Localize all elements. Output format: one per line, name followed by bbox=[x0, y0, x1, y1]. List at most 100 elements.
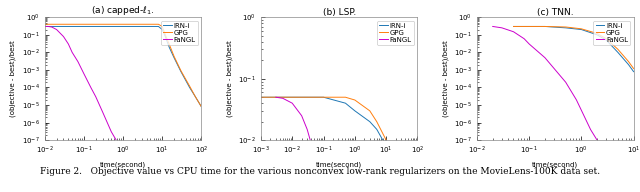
IRN-i bbox=[509, 25, 517, 28]
GPG bbox=[577, 28, 585, 30]
GPG bbox=[525, 25, 533, 28]
X-axis label: time(second): time(second) bbox=[316, 162, 362, 168]
GPG bbox=[366, 110, 374, 112]
IRN-i bbox=[351, 110, 358, 112]
GPG bbox=[625, 60, 632, 63]
FaNGL bbox=[602, 148, 610, 151]
GPG bbox=[191, 96, 199, 98]
FaNGL bbox=[126, 158, 134, 161]
FaNGL bbox=[498, 27, 506, 29]
GPG bbox=[520, 25, 528, 28]
GPG bbox=[541, 25, 548, 28]
FaNGL bbox=[541, 56, 548, 59]
GPG bbox=[48, 23, 56, 25]
Line: IRN-i: IRN-i bbox=[513, 26, 634, 72]
FaNGL bbox=[609, 156, 617, 159]
Title: (b) LSP.: (b) LSP. bbox=[323, 7, 356, 17]
FaNGL bbox=[44, 25, 52, 28]
GPG bbox=[60, 23, 67, 25]
Y-axis label: (objective - best)/best: (objective - best)/best bbox=[10, 40, 17, 117]
GPG bbox=[397, 182, 405, 184]
IRN-i bbox=[119, 25, 127, 28]
Text: Figure 2.   Objective value vs CPU time for the various nonconvex low-rank regul: Figure 2. Objective value vs CPU time fo… bbox=[40, 167, 600, 176]
Line: IRN-i: IRN-i bbox=[261, 97, 427, 192]
GPG bbox=[272, 96, 280, 98]
FaNGL bbox=[289, 102, 296, 104]
IRN-i bbox=[382, 145, 390, 147]
Y-axis label: (objective - best)/best: (objective - best)/best bbox=[442, 40, 449, 117]
IRN-i bbox=[562, 27, 570, 29]
FaNGL bbox=[310, 153, 318, 155]
Line: GPG: GPG bbox=[513, 26, 634, 69]
IRN-i bbox=[198, 106, 205, 108]
IRN-i bbox=[108, 25, 115, 28]
Y-axis label: (objective - best)/best: (objective - best)/best bbox=[227, 40, 233, 117]
FaNGL bbox=[303, 128, 311, 131]
X-axis label: time(second): time(second) bbox=[100, 162, 146, 168]
IRN-i bbox=[272, 96, 280, 98]
IRN-i bbox=[165, 46, 173, 48]
IRN-i bbox=[397, 182, 405, 184]
FaNGL bbox=[614, 161, 621, 163]
FaNGL bbox=[68, 51, 76, 54]
GPG bbox=[614, 48, 621, 50]
GPG bbox=[335, 96, 342, 98]
FaNGL bbox=[52, 28, 60, 31]
Line: FaNGL: FaNGL bbox=[276, 97, 386, 192]
IRN-i bbox=[289, 96, 296, 98]
GPG bbox=[602, 38, 610, 40]
Line: GPG: GPG bbox=[45, 24, 202, 107]
GPG bbox=[177, 70, 185, 72]
IRN-i bbox=[577, 28, 585, 31]
FaNGL bbox=[87, 86, 95, 89]
FaNGL bbox=[587, 128, 595, 131]
GPG bbox=[373, 121, 381, 123]
IRN-i bbox=[593, 34, 601, 36]
IRN-i bbox=[186, 86, 193, 89]
FaNGL bbox=[525, 43, 533, 45]
IRN-i bbox=[170, 56, 178, 59]
FaNGL bbox=[65, 43, 72, 45]
GPG bbox=[593, 32, 601, 35]
GPG bbox=[119, 23, 127, 25]
GPG bbox=[382, 139, 390, 141]
IRN-i bbox=[48, 25, 56, 28]
GPG bbox=[342, 96, 349, 98]
GPG bbox=[562, 26, 570, 28]
IRN-i bbox=[41, 25, 49, 28]
IRN-i bbox=[602, 39, 610, 41]
FaNGL bbox=[577, 109, 585, 112]
IRN-i bbox=[80, 25, 88, 28]
GPG bbox=[198, 106, 205, 108]
GPG bbox=[509, 25, 517, 28]
GPG bbox=[159, 25, 166, 28]
FaNGL bbox=[131, 164, 139, 166]
FaNGL bbox=[119, 151, 127, 154]
IRN-i bbox=[131, 25, 139, 28]
FaNGL bbox=[115, 144, 123, 147]
GPG bbox=[131, 23, 139, 25]
IRN-i bbox=[191, 96, 199, 98]
X-axis label: time(second): time(second) bbox=[532, 162, 579, 168]
Legend: IRN-i, GPG, FaNGL: IRN-i, GPG, FaNGL bbox=[593, 21, 630, 45]
IRN-i bbox=[155, 25, 163, 28]
FaNGL bbox=[41, 25, 49, 28]
FaNGL bbox=[489, 25, 497, 28]
FaNGL bbox=[60, 35, 67, 38]
IRN-i bbox=[625, 64, 632, 66]
FaNGL bbox=[593, 139, 601, 141]
IRN-i bbox=[525, 25, 533, 28]
FaNGL bbox=[573, 99, 580, 101]
IRN-i bbox=[320, 96, 328, 98]
FaNGL bbox=[562, 81, 570, 83]
GPG bbox=[289, 96, 296, 98]
Line: FaNGL: FaNGL bbox=[45, 26, 142, 170]
GPG bbox=[186, 85, 193, 87]
GPG bbox=[68, 23, 76, 25]
GPG bbox=[155, 23, 163, 25]
IRN-i bbox=[177, 70, 185, 73]
IRN-i bbox=[161, 35, 169, 38]
FaNGL bbox=[138, 169, 146, 171]
GPG bbox=[80, 23, 88, 25]
Line: FaNGL: FaNGL bbox=[493, 26, 618, 162]
